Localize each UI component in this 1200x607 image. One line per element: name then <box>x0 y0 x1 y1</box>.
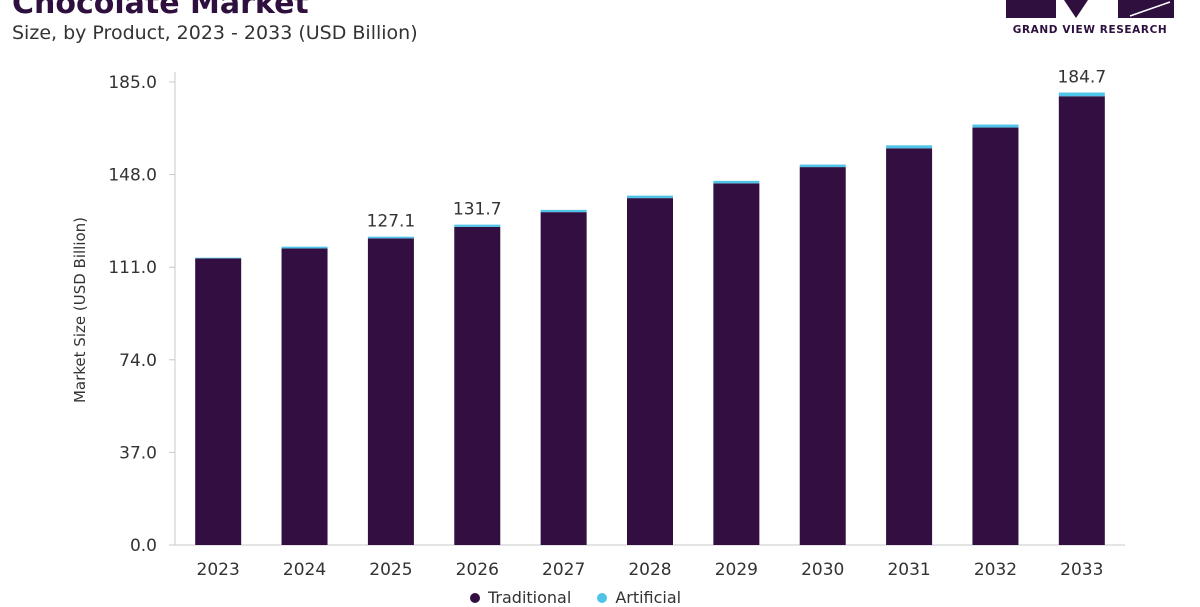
x-tick-label: 2029 <box>715 560 758 580</box>
data-label-2033: 184.7 <box>1057 68 1106 88</box>
legend-swatch-artificial <box>597 592 608 603</box>
legend-item-artificial: Artificial <box>597 588 681 607</box>
bar-artificial-2032 <box>972 124 1019 128</box>
chart-title: Chocolate Market <box>12 0 309 21</box>
x-tick-label: 2028 <box>628 560 671 580</box>
grand-view-research-logo <box>1006 0 1174 18</box>
bar-traditional-2024 <box>281 248 328 545</box>
legend-label-artificial: Artificial <box>615 588 682 607</box>
y-axis-label: Market Size (USD Billion) <box>71 216 89 404</box>
chart-labels: 2023 2024 2025 127.1 2026 131.7 2027 2028 2029 20… <box>197 68 1107 580</box>
bar-traditional-2032 <box>972 127 1019 545</box>
bar-traditional-2025 <box>367 238 414 545</box>
y-tick-label: 111.0 <box>108 258 157 278</box>
y-tick-label: 37.0 <box>119 443 157 463</box>
y-tick-label: 185.0 <box>108 73 157 93</box>
bar-artificial-2027 <box>540 209 587 213</box>
y-tick-label: 148.0 <box>108 166 157 186</box>
bar-artificial-2023 <box>195 257 242 259</box>
bar-artificial-2029 <box>713 180 760 184</box>
x-tick-label: 2033 <box>1060 560 1103 580</box>
x-tick-label: 2032 <box>974 560 1017 580</box>
x-tick-label: 2027 <box>542 560 585 580</box>
bar-traditional-2029 <box>713 183 760 545</box>
chart-bars <box>195 92 1105 545</box>
bar-traditional-2030 <box>799 167 846 545</box>
x-tick-label: 2030 <box>801 560 844 580</box>
bar-artificial-2031 <box>886 145 933 149</box>
bar-artificial-2026 <box>454 224 501 227</box>
bar-traditional-2031 <box>886 148 933 545</box>
y-tick-label: 0.0 <box>130 536 157 556</box>
legend-swatch-traditional <box>470 592 480 603</box>
chart-legend: Traditional Artificial <box>470 588 681 607</box>
bar-traditional-2033 <box>1058 96 1105 545</box>
data-label-2025: 127.1 <box>367 212 416 232</box>
x-tick-label: 2025 <box>369 560 412 580</box>
y-tick-label: 74.0 <box>119 351 157 371</box>
x-tick-label: 2023 <box>197 560 240 580</box>
x-tick-label: 2024 <box>283 560 326 580</box>
bar-artificial-2030 <box>799 164 846 168</box>
bar-traditional-2028 <box>627 198 673 545</box>
bar-traditional-2023 <box>195 258 242 545</box>
bar-artificial-2025 <box>367 236 414 239</box>
logo-text: GRAND VIEW RESEARCH <box>1012 24 1168 36</box>
legend-label-traditional: Traditional <box>488 588 572 607</box>
bar-artificial-2028 <box>627 195 673 199</box>
bar-artificial-2033 <box>1058 92 1105 97</box>
x-tick-label: 2031 <box>887 560 930 580</box>
data-label-2026: 131.7 <box>453 200 502 220</box>
x-tick-label: 2026 <box>456 560 499 580</box>
bar-traditional-2027 <box>540 212 587 545</box>
bar-traditional-2026 <box>454 226 501 545</box>
chart-subtitle: Size, by Product, 2023 - 2033 (USD Billi… <box>12 22 418 44</box>
legend-item-traditional: Traditional <box>470 588 571 607</box>
bar-artificial-2024 <box>281 246 328 249</box>
